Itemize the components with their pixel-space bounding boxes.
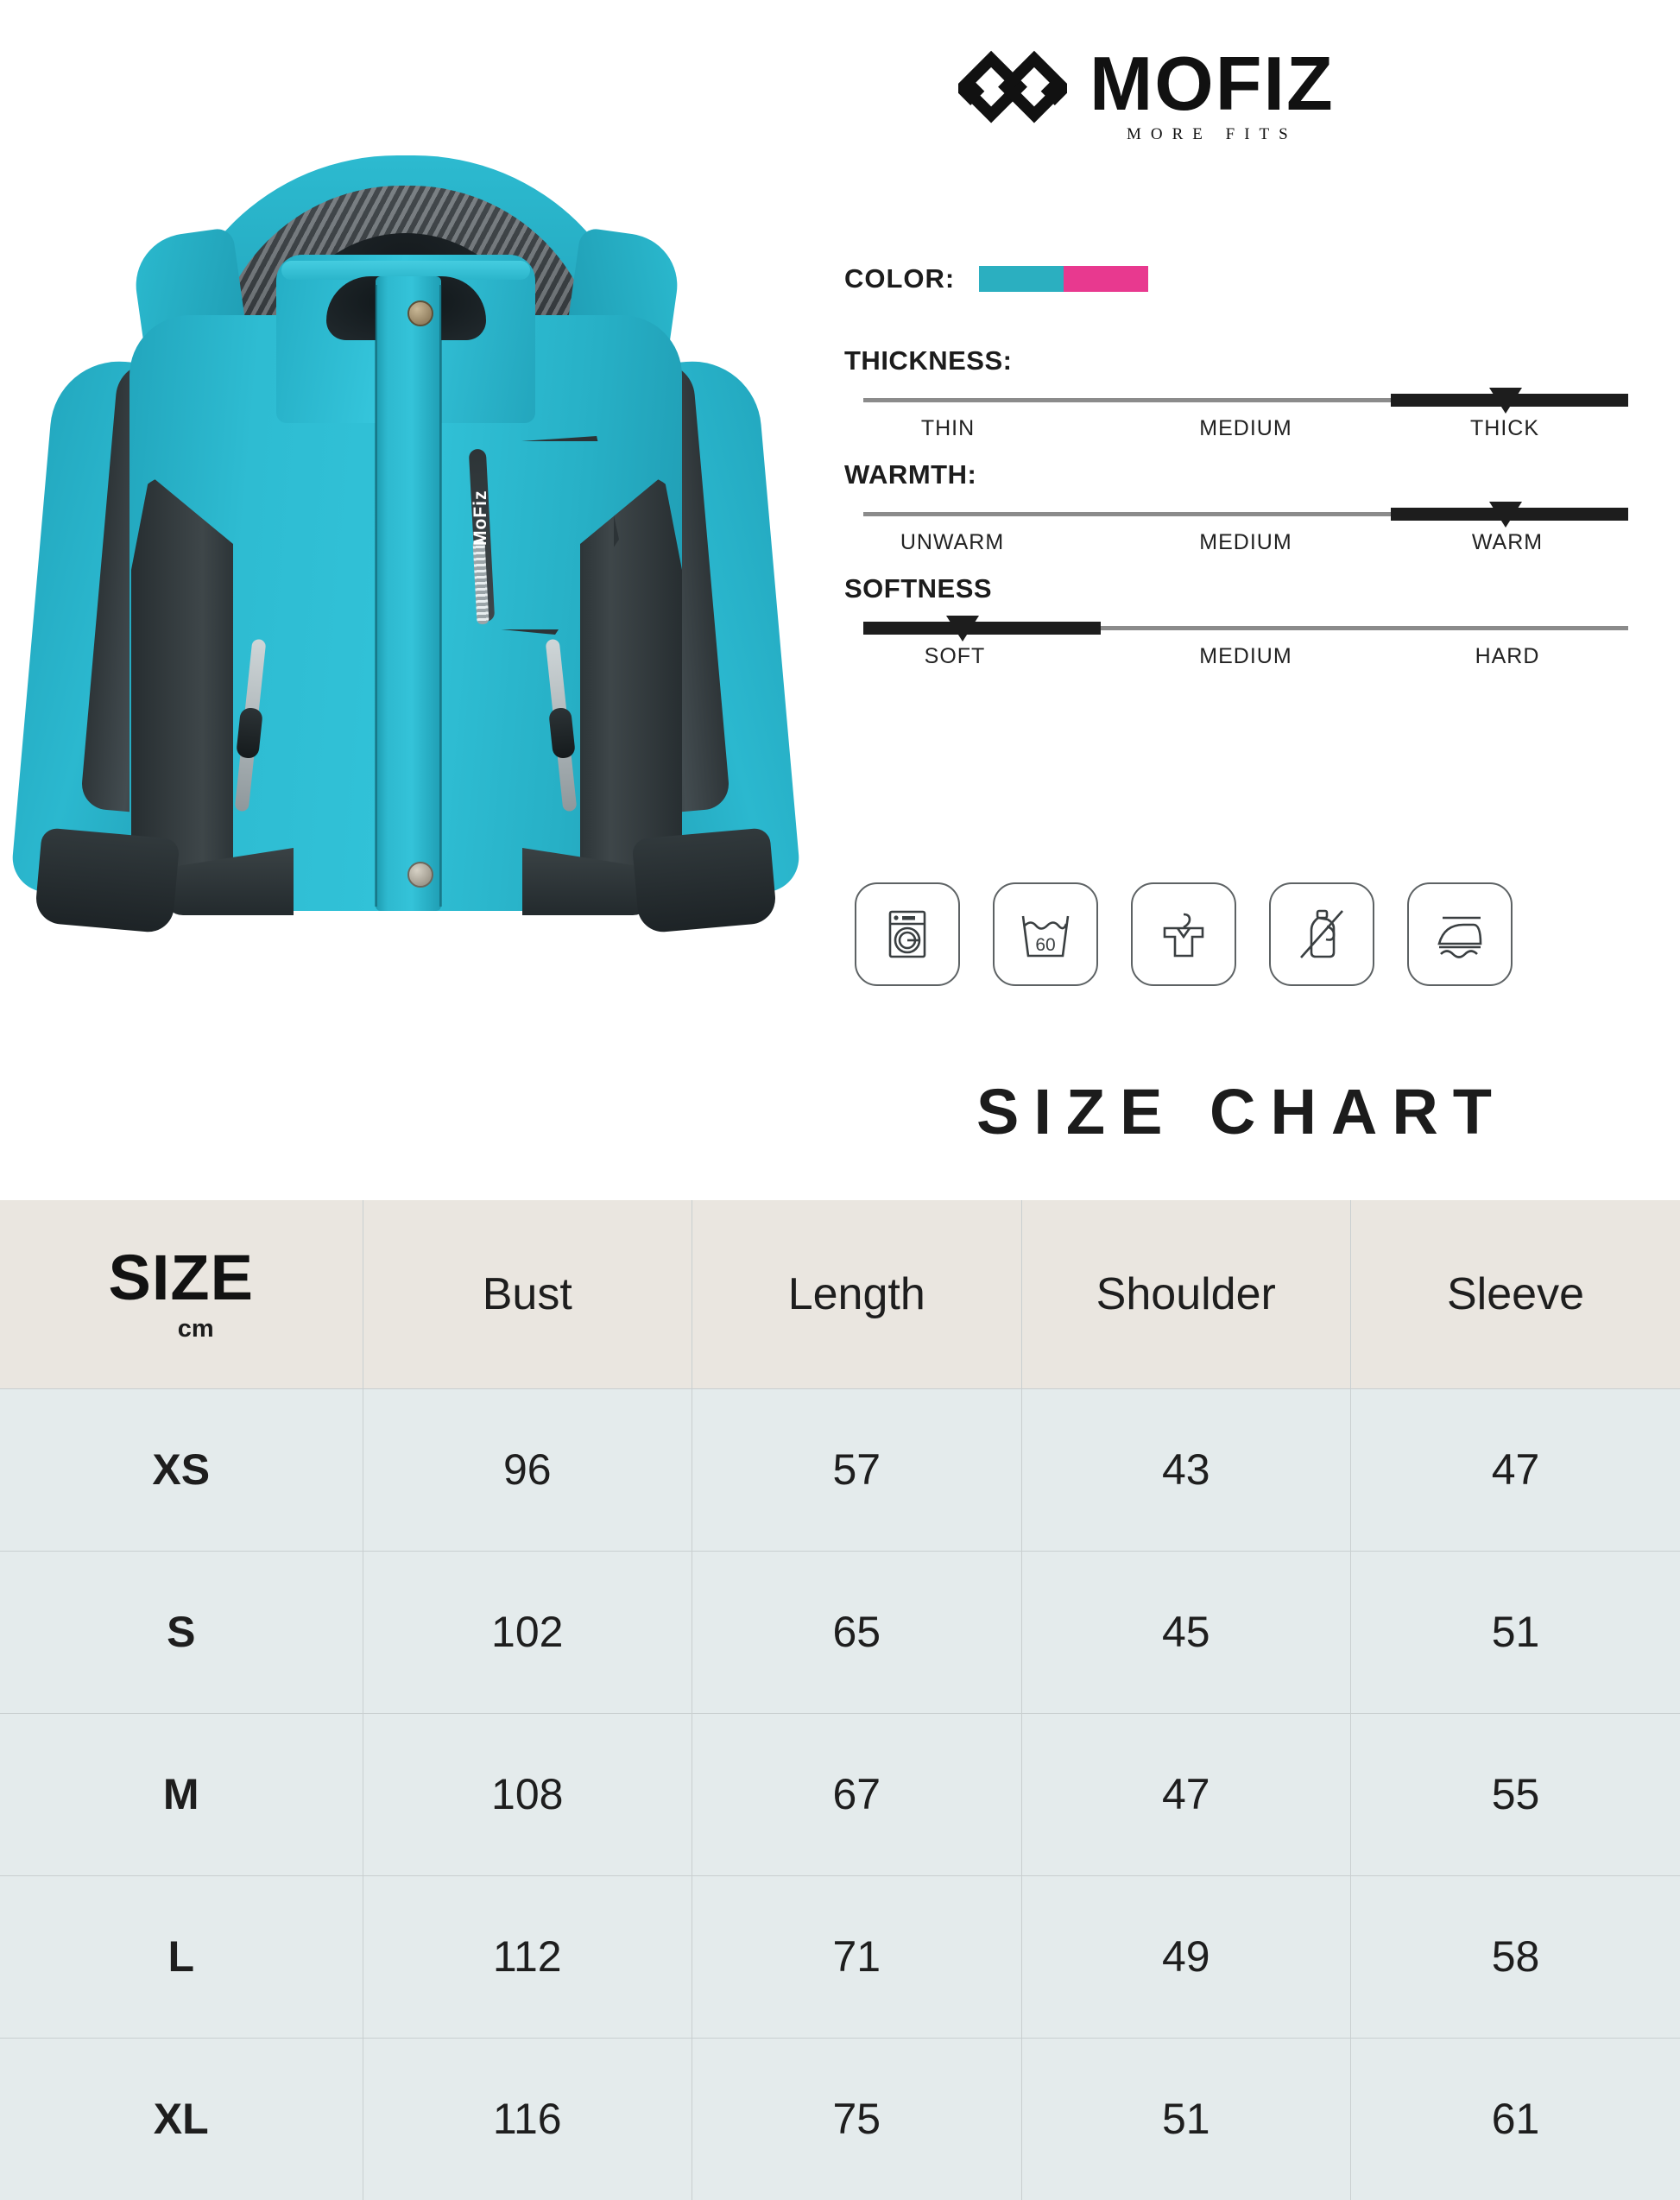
header-length-label: Length: [788, 1269, 925, 1319]
cell-bust: 116: [363, 2038, 692, 2200]
svg-text:60: 60: [1035, 935, 1055, 955]
care-instructions-row: 60: [855, 882, 1513, 986]
brand-name: MOFIZ: [1089, 47, 1335, 120]
header-length: Length: [692, 1200, 1022, 1388]
brand-tagline: MORE FITS: [1127, 125, 1298, 144]
thickness-scale-thin: THIN: [921, 416, 975, 441]
table-header-row: SIZE cm Bust Length Shoulder Sleeve: [0, 1200, 1680, 1388]
attribute-thickness-label: THICKNESS:: [844, 345, 1647, 376]
iron-icon: [1407, 882, 1513, 986]
softness-scale-hard: HARD: [1475, 644, 1540, 669]
size-chart-title: SIZE CHART: [803, 1075, 1680, 1148]
warmth-scale-medium: MEDIUM: [1199, 530, 1292, 555]
softness-slider[interactable]: [844, 618, 1647, 635]
thickness-slider[interactable]: [844, 390, 1647, 408]
table-row: XS 96 57 43 47: [0, 1388, 1680, 1551]
no-bleach-icon: [1269, 882, 1374, 986]
warmth-scale: UNWARM MEDIUM WARM: [844, 530, 1647, 559]
softness-track-fill: [863, 622, 1101, 635]
header-shoulder: Shoulder: [1021, 1200, 1351, 1388]
cell-sleeve: 51: [1351, 1551, 1680, 1713]
header-size-title: SIZE: [109, 1246, 254, 1310]
jacket-right-cuff: [632, 827, 778, 934]
thickness-scale: THIN MEDIUM THICK: [844, 416, 1647, 446]
attribute-softness-label: SOFTNESS: [844, 573, 1647, 604]
interlocking-diamonds-logo-icon: [958, 49, 1067, 142]
softness-scale-soft: SOFT: [925, 644, 986, 669]
cell-bust: 108: [363, 1713, 692, 1875]
cell-shoulder: 47: [1021, 1713, 1351, 1875]
size-chart-table: SIZE cm Bust Length Shoulder Sleeve XS 9…: [0, 1200, 1680, 2200]
header-size-unit: cm: [178, 1317, 214, 1342]
jacket-collar-snap-button: [407, 300, 433, 326]
cell-shoulder: 45: [1021, 1551, 1351, 1713]
cell-size: M: [0, 1713, 363, 1875]
table-row: S 102 65 45 51: [0, 1551, 1680, 1713]
header-sleeve-label: Sleeve: [1447, 1269, 1584, 1319]
cell-length: 67: [692, 1713, 1022, 1875]
header-sleeve: Sleeve: [1351, 1200, 1680, 1388]
product-image-jacket: MoFiz: [17, 104, 794, 1045]
softness-scale: SOFT MEDIUM HARD: [844, 644, 1647, 673]
jacket-front-placket: [376, 276, 441, 911]
cell-shoulder: 49: [1021, 1875, 1351, 2038]
brand-logo: MOFIZ MORE FITS: [958, 47, 1335, 144]
softness-marker-icon: [946, 616, 979, 642]
jacket-chest-brand-text: MoFiz: [466, 466, 496, 570]
attribute-warmth-label: WARMTH:: [844, 459, 1647, 490]
jacket-hem-snap-button: [407, 862, 433, 888]
softness-scale-medium: MEDIUM: [1199, 644, 1292, 669]
header-shoulder-label: Shoulder: [1096, 1269, 1276, 1319]
cell-length: 71: [692, 1875, 1022, 2038]
cell-size: XL: [0, 2038, 363, 2200]
jacket-placket-seam-left: [375, 285, 377, 907]
table-row: XL 116 75 51 61: [0, 2038, 1680, 2200]
cell-size: XS: [0, 1388, 363, 1551]
cell-length: 65: [692, 1551, 1022, 1713]
cell-length: 57: [692, 1388, 1022, 1551]
color-row: COLOR:: [844, 263, 1148, 294]
cell-sleeve: 47: [1351, 1388, 1680, 1551]
cell-shoulder: 43: [1021, 1388, 1351, 1551]
color-swatch-teal[interactable]: [979, 266, 1064, 292]
warmth-marker-icon: [1489, 502, 1522, 528]
color-swatch-pink[interactable]: [1064, 266, 1148, 292]
washing-machine-icon: [855, 882, 960, 986]
attribute-softness: SOFTNESS SOFT MEDIUM HARD: [844, 573, 1647, 673]
cell-shoulder: 51: [1021, 2038, 1351, 2200]
thickness-scale-medium: MEDIUM: [1199, 416, 1292, 441]
warmth-scale-warm: WARM: [1472, 530, 1543, 555]
cell-length: 75: [692, 2038, 1022, 2200]
color-label: COLOR:: [844, 263, 955, 294]
header-bust-label: Bust: [483, 1269, 572, 1319]
hang-dry-icon: [1131, 882, 1236, 986]
cell-size: S: [0, 1551, 363, 1713]
product-info-section: MoFiz MOFIZ MORE FITS C: [0, 0, 1680, 1200]
header-bust: Bust: [363, 1200, 692, 1388]
color-swatches: [979, 266, 1148, 292]
cell-bust: 112: [363, 1875, 692, 2038]
header-size: SIZE cm: [0, 1200, 363, 1388]
cell-bust: 102: [363, 1551, 692, 1713]
attribute-warmth: WARMTH: UNWARM MEDIUM WARM: [844, 459, 1647, 559]
warmth-slider[interactable]: [844, 504, 1647, 522]
cell-sleeve: 58: [1351, 1875, 1680, 2038]
cell-sleeve: 61: [1351, 2038, 1680, 2200]
attribute-thickness: THICKNESS: THIN MEDIUM THICK: [844, 345, 1647, 446]
table-row: M 108 67 47 55: [0, 1713, 1680, 1875]
table-row: L 112 71 49 58: [0, 1875, 1680, 2038]
jacket-left-cuff: [35, 827, 180, 934]
thickness-scale-thick: THICK: [1470, 416, 1539, 441]
size-chart-table-wrap: SIZE cm Bust Length Shoulder Sleeve XS 9…: [0, 1200, 1680, 2200]
wash-tub-60-icon: 60: [993, 882, 1098, 986]
product-attributes-panel: MOFIZ MORE FITS COLOR: THICKNESS: THIN M…: [803, 0, 1680, 1200]
thickness-marker-icon: [1489, 388, 1522, 414]
warmth-scale-unwarm: UNWARM: [900, 530, 1004, 555]
cell-size: L: [0, 1875, 363, 2038]
cell-sleeve: 55: [1351, 1713, 1680, 1875]
jacket-placket-seam-right: [439, 285, 442, 907]
cell-bust: 96: [363, 1388, 692, 1551]
